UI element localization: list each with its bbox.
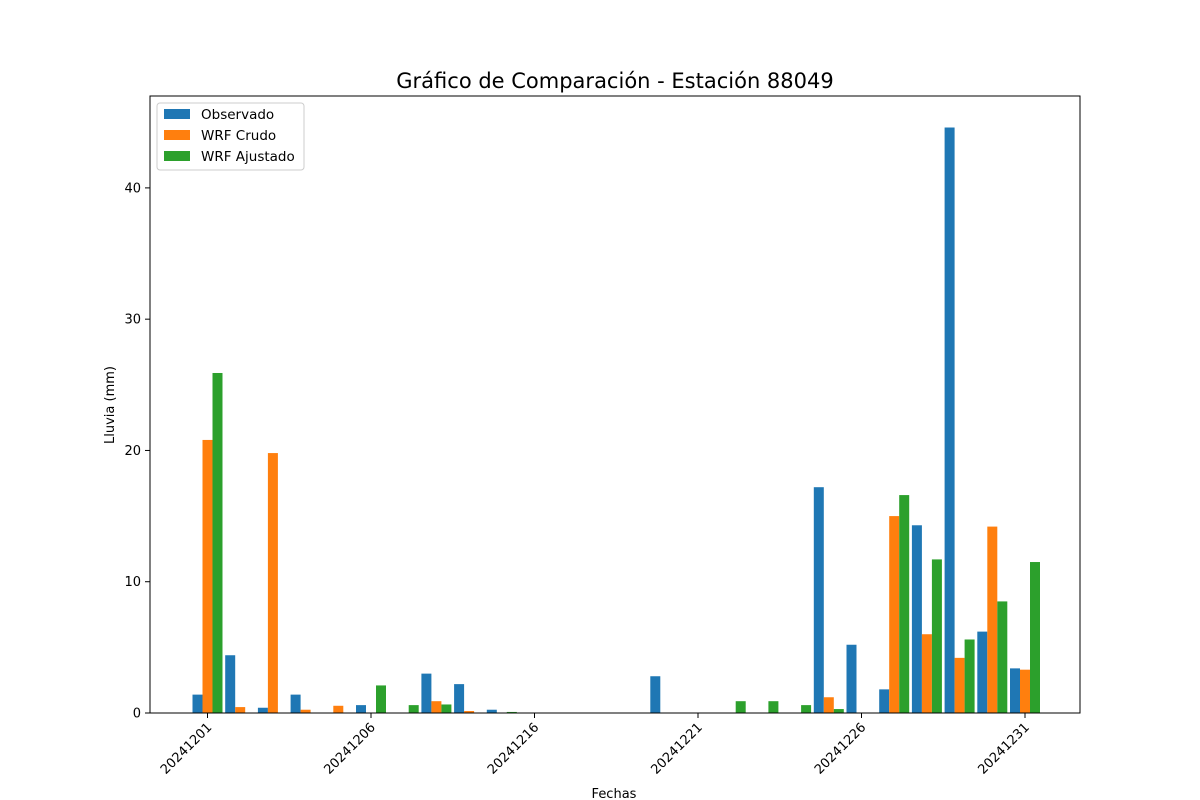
bar-wrf-crudo-20241201 <box>202 439 213 713</box>
bar-wrf-ajustado-20241206 <box>376 685 386 713</box>
bar-wrf-ajustado-20241201 <box>212 372 223 713</box>
y-axis-label: Lluvia (mm) <box>103 366 118 444</box>
bar-observado-20241228 <box>911 525 922 713</box>
y-tick-label-30: 30 <box>124 313 141 328</box>
legend-swatch-wrf-crudo <box>164 130 190 140</box>
y-axis: 0 10 20 30 40 <box>124 181 150 722</box>
y-tick-label-20: 20 <box>124 444 141 459</box>
legend-label-wrf-crudo: WRF Crudo <box>201 128 276 144</box>
bar-wrf-ajustado-20241222 <box>735 701 746 713</box>
bar-observado-20241220 <box>650 676 661 713</box>
legend-swatch-wrf-ajustado <box>164 151 190 161</box>
bar-observado-20241225 <box>813 487 824 713</box>
y-tick-label-40: 40 <box>124 181 141 196</box>
plot-frame <box>149 95 1081 714</box>
bar-observado-20241231 <box>1010 668 1020 713</box>
bar-observado-20241226 <box>846 644 857 713</box>
bar-observado-20241230 <box>977 631 988 713</box>
legend-label-observado: Observado <box>201 107 274 123</box>
bar-observado-20241201 <box>192 694 203 713</box>
y-tick-label-10: 10 <box>124 575 141 590</box>
bars-layer <box>192 127 1040 713</box>
bar-wrf-crudo-20241203 <box>267 453 278 713</box>
bar-wrf-crudo-20241230 <box>987 526 998 713</box>
bar-wrf-ajustado-20241207 <box>408 705 419 713</box>
bar-wrf-crudo-20241205 <box>333 705 344 713</box>
bar-wrf-crudo-20241229 <box>954 657 965 713</box>
plot-area <box>150 96 1080 713</box>
bar-wrf-crudo-20241209 <box>464 711 475 713</box>
legend: Observado WRF Crudo WRF Ajustado <box>156 102 305 171</box>
bar-wrf-crudo-20241228 <box>921 634 932 713</box>
legend-swatch-observado <box>164 109 190 119</box>
y-tick-label-0: 0 <box>133 707 141 722</box>
bar-observado-20241210 <box>486 709 497 713</box>
bar-wrf-ajustado-20241230 <box>997 601 1008 713</box>
bar-wrf-ajustado-20241223 <box>768 701 779 713</box>
bar-wrf-crudo-20241231 <box>1020 669 1030 713</box>
bar-observado-20241204 <box>290 694 301 713</box>
bar-observado-20241206 <box>356 705 366 713</box>
bar-wrf-crudo-20241208 <box>431 701 442 713</box>
bar-wrf-ajustado-20241210 <box>506 711 517 713</box>
legend-box <box>156 102 305 171</box>
bar-observado-20241227 <box>879 689 890 713</box>
x-axis-label: Fechas <box>592 787 637 800</box>
bar-wrf-ajustado-20241227 <box>899 495 910 713</box>
bar-observado-20241209 <box>454 684 465 713</box>
bar-observado-20241203 <box>257 707 268 713</box>
bar-wrf-ajustado-20241225 <box>833 709 844 713</box>
bar-wrf-crudo-20241202 <box>235 707 246 713</box>
bar-wrf-crudo-20241227 <box>889 516 900 713</box>
bar-observado-20241229 <box>944 127 955 713</box>
legend-label-wrf-ajustado: WRF Ajustado <box>201 149 295 165</box>
bar-observado-20241208 <box>421 673 432 713</box>
bar-wrf-ajustado-20241229 <box>964 639 975 713</box>
bar-observado-20241202 <box>225 655 236 713</box>
bar-wrf-ajustado-20241228 <box>931 559 942 713</box>
chart-title: Gráfico de Comparación - Estación 88049 <box>396 69 833 93</box>
bar-wrf-ajustado-20241208 <box>441 704 452 713</box>
bar-wrf-crudo-20241204 <box>300 709 311 713</box>
bar-wrf-ajustado-20241224 <box>801 705 812 713</box>
bar-wrf-ajustado-20241231 <box>1030 562 1040 713</box>
bar-wrf-crudo-20241225 <box>823 697 834 713</box>
